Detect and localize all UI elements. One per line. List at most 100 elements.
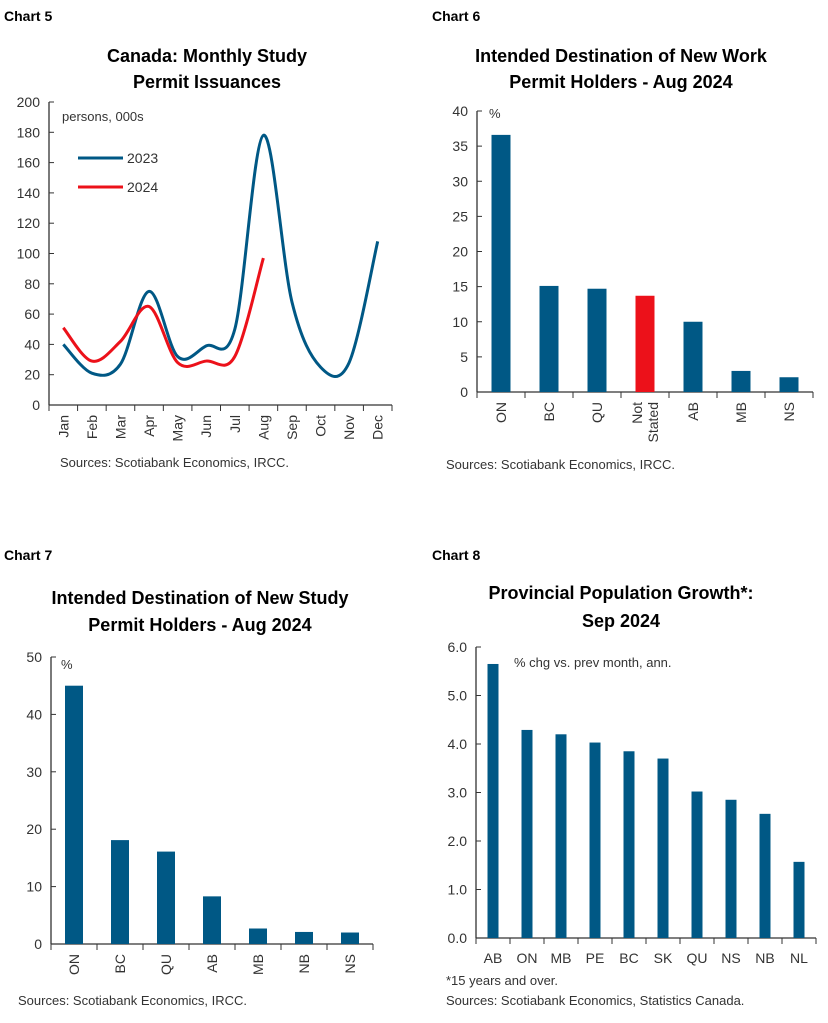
footnote: *15 years and over. (446, 973, 558, 988)
bar-qu (691, 791, 703, 938)
y-tick-label: 10 (26, 879, 42, 895)
bar-nl (793, 861, 805, 938)
y-tick-label: 5.0 (448, 688, 468, 704)
x-tick-label: NB (296, 954, 312, 973)
bar-ab (203, 896, 221, 944)
x-tick-label: AB (685, 402, 701, 421)
x-tick-label: Nov (341, 415, 357, 440)
y-tick-label: 0 (32, 397, 40, 413)
source-note: Sources: Scotiabank Economics, IRCC. (18, 993, 247, 1008)
x-tick-label: NS (721, 950, 740, 966)
x-tick-label: Apr (141, 415, 157, 437)
x-tick-label: Jan (55, 415, 71, 438)
x-tick-label: BC (541, 402, 557, 421)
y-tick-label: 200 (17, 94, 41, 110)
x-tick-label: Oct (313, 415, 329, 437)
chart-title: Sep 2024 (582, 611, 660, 631)
unit-note: % (61, 657, 73, 672)
y-tick-label: 0 (460, 384, 468, 400)
y-tick-label: 6.0 (448, 639, 468, 655)
bar-bc (623, 751, 635, 938)
chart-title: Permit Holders - Aug 2024 (88, 615, 311, 635)
bar-qu (157, 851, 175, 944)
chart-8: Chart 8 Provincial Population Growth*: Sep… (432, 547, 817, 1008)
x-tick-label: Jun (198, 415, 214, 438)
y-tick-label: 100 (17, 246, 41, 262)
x-tick-label: NS (781, 402, 797, 421)
x-tick-label: AB (484, 950, 503, 966)
bar-sk (657, 758, 669, 938)
bar-nb (295, 931, 313, 944)
bar-on (521, 729, 533, 938)
y-tick-label: 20 (24, 367, 40, 383)
x-tick-label: MB (733, 402, 749, 423)
y-tick-label: 160 (17, 155, 41, 171)
x-tick-label: NL (790, 950, 808, 966)
unit-note: persons, 000s (62, 109, 144, 124)
y-tick-label: 40 (452, 103, 468, 119)
legend-label: 2023 (127, 150, 158, 166)
x-tick-label: ON (517, 950, 538, 966)
x-tick-label: Feb (84, 415, 100, 439)
bar-mb (249, 928, 267, 944)
y-tick-label: 50 (26, 649, 42, 665)
x-tick-label: Aug (255, 415, 271, 440)
y-tick-label: 140 (17, 185, 41, 201)
y-tick-label: 40 (26, 706, 42, 722)
x-tick-label: QU (687, 950, 708, 966)
x-tick-label: Mar (112, 415, 128, 439)
y-tick-label: 1.0 (448, 882, 468, 898)
x-tick-label: BC (112, 954, 128, 973)
bar-on (491, 134, 511, 392)
x-tick-label: ON (493, 402, 509, 423)
series-line-2023 (62, 133, 380, 378)
y-tick-label: 0 (34, 936, 42, 952)
bar-bc (111, 840, 129, 944)
x-tick-label-line: Stated (645, 402, 661, 442)
x-tick-label: MB (250, 954, 266, 975)
y-tick-label: 0.0 (448, 930, 468, 946)
chart-number-label: Chart 6 (432, 8, 480, 24)
x-tick-label: PE (586, 950, 605, 966)
chart-title: Intended Destination of New Study (51, 588, 348, 608)
y-tick-label: 20 (452, 244, 468, 260)
chart-6: Chart 6 Intended Destination of New Work P… (432, 8, 814, 472)
x-tick-label: NS (342, 954, 358, 973)
x-tick-label-line: Not (629, 402, 645, 424)
bar-ns (341, 932, 359, 944)
x-tick-label: MB (551, 950, 572, 966)
chart-title: Canada: Monthly Study (107, 46, 307, 66)
series-line-2024 (62, 257, 265, 368)
bar-qu (587, 288, 607, 392)
bar-ab (683, 321, 703, 392)
bar-ns (779, 377, 799, 392)
source-note: Sources: Scotiabank Economics, IRCC. (446, 457, 675, 472)
y-tick-label: 4.0 (448, 736, 468, 752)
chart-number-label: Chart 5 (4, 8, 52, 24)
x-tick-label: May (170, 415, 186, 441)
x-tick-label: NotStated (629, 402, 661, 443)
y-tick-label: 180 (17, 124, 41, 140)
bar-mb (731, 370, 751, 392)
bar-pe (589, 742, 601, 938)
y-tick-label: 10 (452, 314, 468, 330)
x-tick-label: QU (589, 402, 605, 423)
chart-number-label: Chart 8 (432, 547, 480, 563)
x-tick-label: BC (619, 950, 638, 966)
chart-title: Permit Holders - Aug 2024 (509, 72, 732, 92)
y-tick-label: 2.0 (448, 833, 468, 849)
x-tick-label: SK (654, 950, 673, 966)
x-tick-label: QU (158, 954, 174, 975)
chart-number-label: Chart 7 (4, 547, 52, 563)
chart-title: Intended Destination of New Work (475, 46, 768, 66)
chart-5: Chart 5 Canada: Monthly Study Permit Issua… (4, 8, 393, 470)
y-tick-label: 30 (452, 173, 468, 189)
bar-not-stated (635, 295, 655, 392)
unit-note: % chg vs. prev month, ann. (514, 655, 672, 670)
y-tick-label: 20 (26, 821, 42, 837)
y-tick-label: 5 (460, 349, 468, 365)
bar-bc (539, 285, 559, 392)
y-tick-label: 35 (452, 138, 468, 154)
bar-mb (555, 734, 567, 938)
